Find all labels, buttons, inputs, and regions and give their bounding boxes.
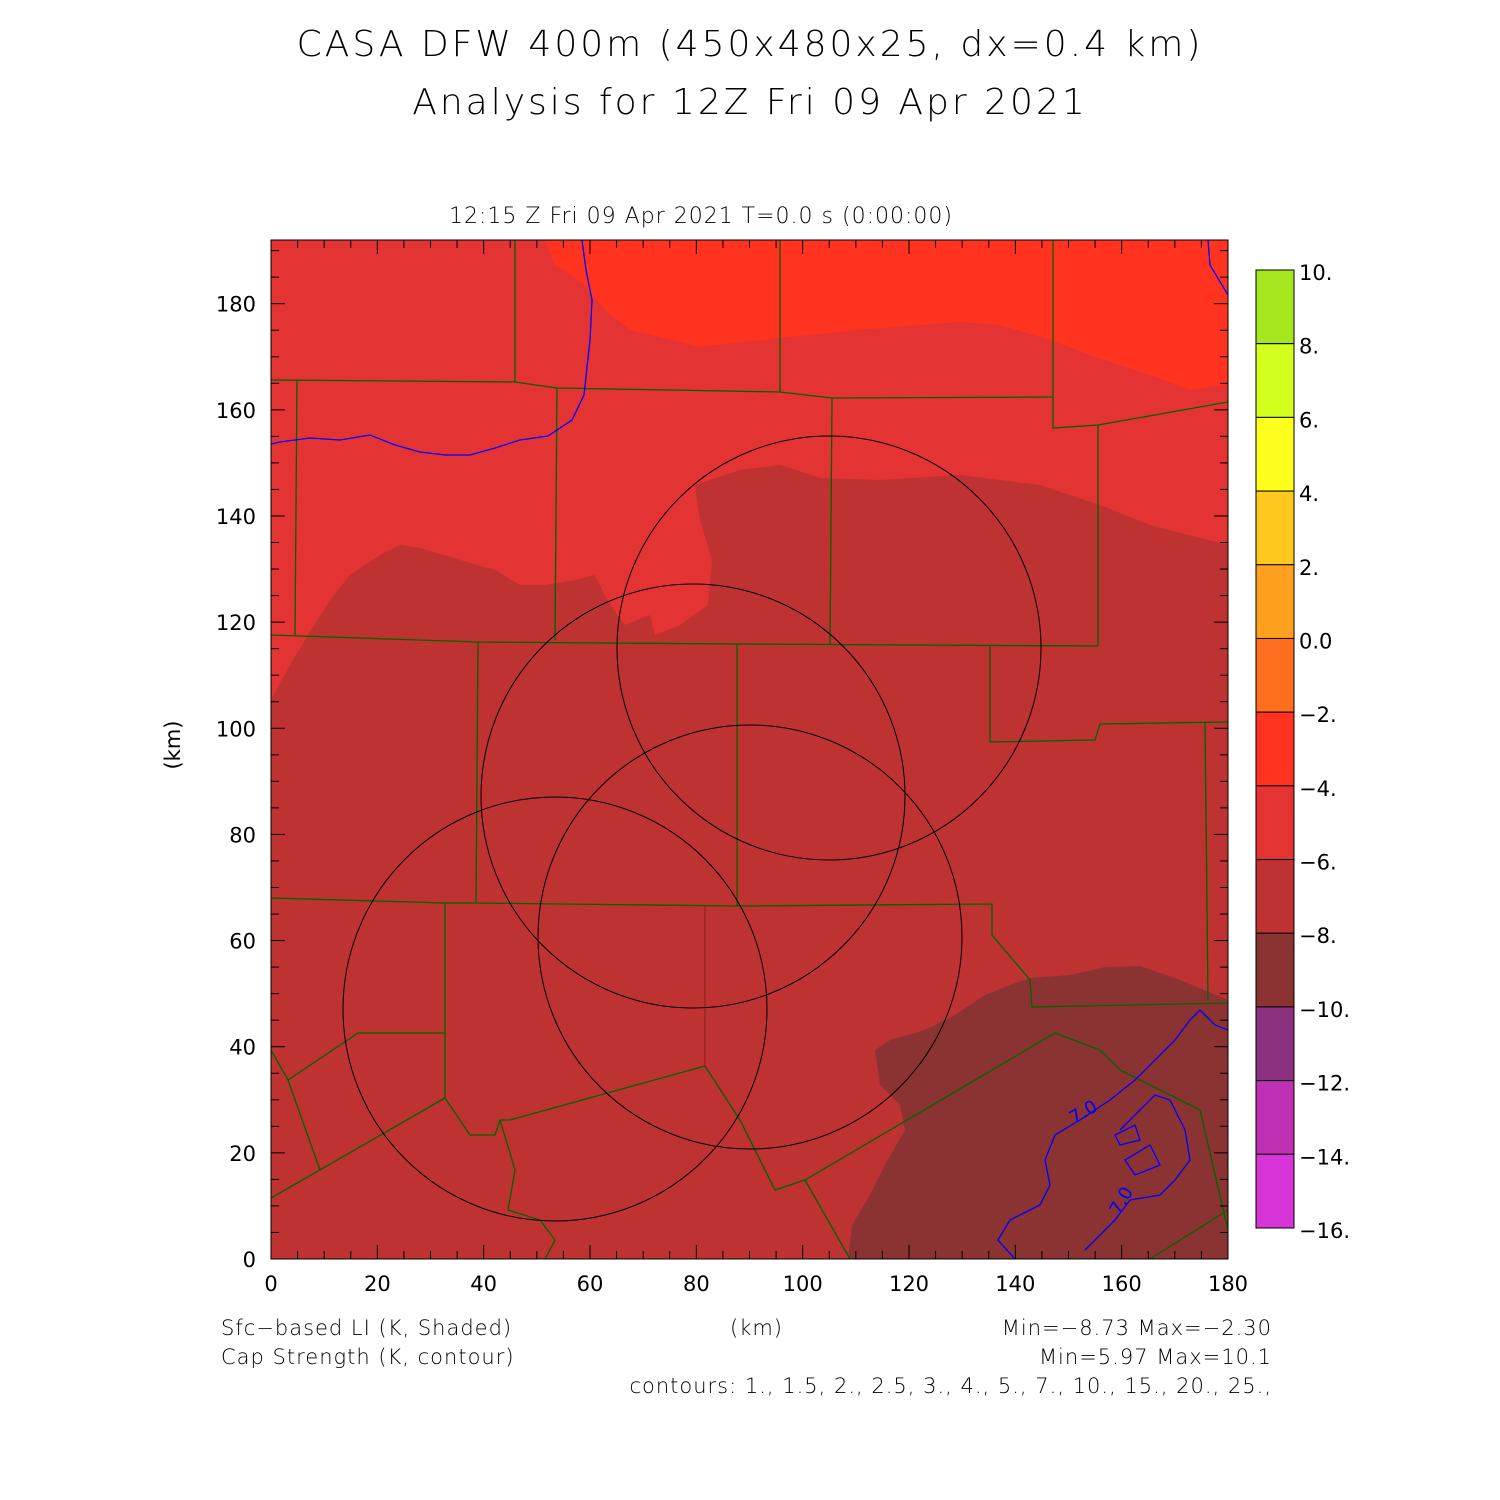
y-tick-label: 140: [216, 505, 256, 529]
colorbar-label: −8.: [1299, 924, 1337, 948]
colorbar-swatch: [1255, 859, 1295, 934]
colorbar-label: −4.: [1299, 777, 1337, 801]
x-tick-label: 80: [683, 1272, 710, 1296]
x-tick-label: 40: [470, 1272, 497, 1296]
y-tick-label: 40: [229, 1036, 256, 1060]
radar-ring: [342, 796, 768, 1222]
valid-time: 12:15 Z Fri 09 Apr 2021 T=0.0 s (0:00:00…: [449, 204, 953, 229]
colorbar-label: 0.0: [1299, 629, 1332, 653]
county-boundaries: [271, 240, 1228, 1259]
shaded-field: 7.0 7.0: [271, 240, 1228, 1259]
colorbar: 10. 8. 6. 4. 2. 0.0 −2. −4. −6. −8. −10. −12. −14. −1…: [1255, 261, 1350, 1243]
colorbar-label: −14.: [1299, 1145, 1350, 1169]
colorbar-swatch: [1255, 1006, 1295, 1082]
river-and-contours: [271, 240, 1228, 1259]
colorbar-swatch: [1255, 269, 1295, 345]
colorbar-swatch: [1255, 416, 1295, 492]
x-tick-label: 180: [1208, 1272, 1248, 1296]
y-tick-labels: 0 20 40 60 80 100 120 140 160 180: [216, 293, 256, 1272]
x-tick-label: 140: [995, 1272, 1035, 1296]
x-tick-label: 0: [264, 1272, 277, 1296]
y-axis-label: (km): [161, 720, 185, 769]
colorbar-label: 8.: [1299, 335, 1319, 359]
colorbar-swatch: [1255, 1080, 1295, 1155]
x-tick-label: 100: [783, 1272, 823, 1296]
y-tick-label: 60: [229, 930, 256, 954]
y-tick-label: 120: [216, 611, 256, 635]
colorbar-label: −6.: [1299, 851, 1337, 875]
shaded-minmax: Min=−8.73 Max=−2.30: [1001, 1316, 1272, 1340]
colorbar-label: −10.: [1299, 998, 1350, 1022]
y-tick-label: 100: [216, 717, 256, 741]
region-li-minus10-to-minus8: [848, 966, 1228, 1259]
x-axis-label: (km): [730, 1316, 784, 1340]
contour-field-label: Cap Strength (K, contour): [221, 1345, 515, 1369]
axis-ticks: [270, 240, 1229, 1260]
x-tick-label: 120: [889, 1272, 929, 1296]
x-tick-label: 160: [1102, 1272, 1142, 1296]
colorbar-swatch: [1255, 932, 1295, 1008]
colorbar-swatch: [1255, 711, 1295, 787]
region-li-minus6-to-minus4: [271, 240, 1228, 700]
contour-minmax: Min=5.97 Max=10.1: [1038, 1345, 1272, 1369]
colorbar-swatch: [1255, 564, 1295, 639]
colorbar-label: 6.: [1299, 408, 1319, 432]
colorbar-label: 4.: [1299, 482, 1319, 506]
radar-ring: [480, 583, 906, 1009]
river-ne: [1207, 240, 1228, 296]
shaded-field-label: Sfc−based LI (K, Shaded): [221, 1316, 513, 1340]
radar-range-rings: [342, 435, 1042, 1222]
x-tick-label: 20: [364, 1272, 391, 1296]
cap-contour-closed: [1114, 1124, 1161, 1176]
x-tick-labels: 0 20 40 60 80 100 120 140 160 180: [264, 1272, 1248, 1296]
colorbar-label: −2.: [1299, 703, 1337, 727]
colorbar-swatch: [1255, 637, 1295, 713]
plot-title: CASA DFW 400m (450x480x25, dx=0.4 km): [296, 24, 1204, 65]
plot-subtitle: Analysis for 12Z Fri 09 Apr 2021: [412, 82, 1088, 123]
cap-contour-7b: [1084, 1094, 1191, 1251]
contour-levels: contours: 1., 1.5, 2., 2.5, 3., 4., 5., …: [629, 1374, 1272, 1398]
colorbar-swatch: [1255, 1153, 1295, 1229]
y-tick-label: 160: [216, 399, 256, 423]
colorbar-swatch: [1255, 343, 1295, 418]
y-tick-label: 180: [216, 293, 256, 317]
radar-ring: [537, 724, 963, 1150]
y-tick-label: 80: [229, 823, 256, 847]
colorbar-swatch: [1255, 785, 1295, 861]
colorbar-label: 10.: [1299, 261, 1332, 285]
x-tick-label: 60: [577, 1272, 604, 1296]
colorbar-swatch: [1255, 490, 1295, 566]
y-tick-label: 20: [229, 1142, 256, 1166]
river: [271, 240, 593, 456]
colorbar-label: −16.: [1299, 1219, 1350, 1243]
y-tick-label: 0: [243, 1248, 256, 1272]
colorbar-label: −12.: [1299, 1072, 1350, 1096]
colorbar-label: 2.: [1299, 556, 1319, 580]
cap-contour-7: [997, 1009, 1228, 1259]
region-li-minus4-to-minus2: [545, 240, 1228, 390]
radar-ring: [616, 435, 1042, 861]
